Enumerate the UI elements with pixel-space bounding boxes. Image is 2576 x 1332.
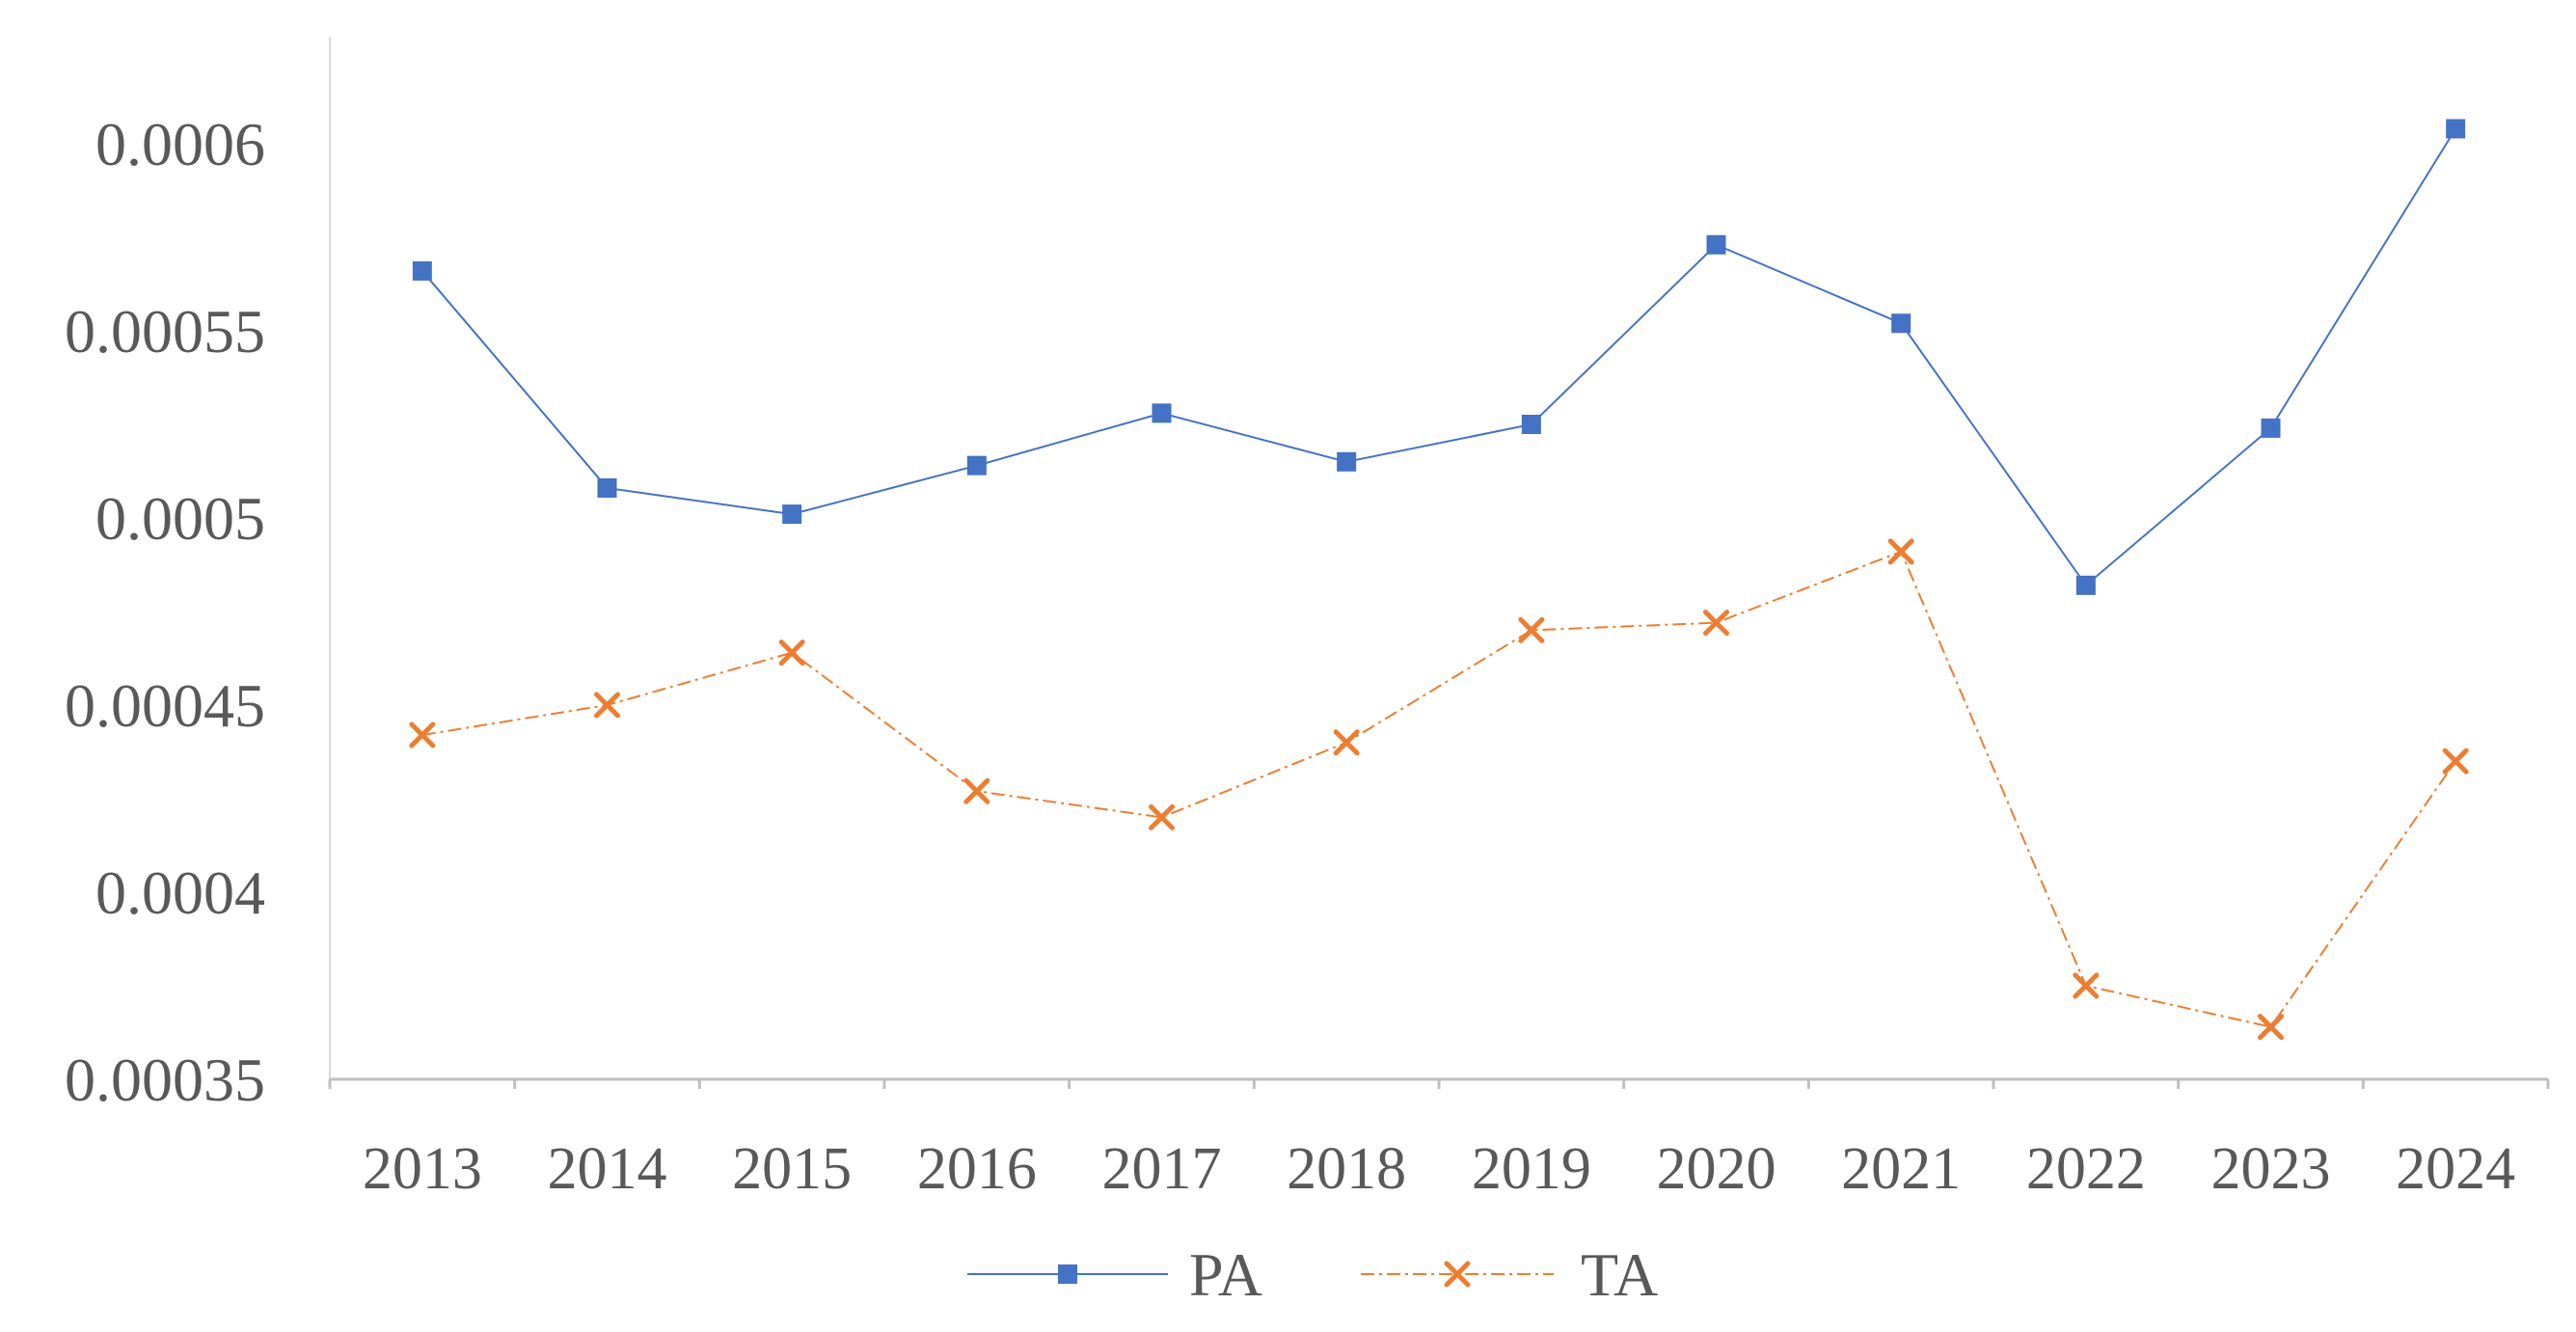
data-point-ta — [1703, 610, 1729, 637]
y-tick-label: 0.0004 — [95, 858, 265, 927]
legend-marker — [1444, 1261, 1471, 1288]
series-line-pa — [421, 127, 2457, 587]
axes — [329, 37, 2548, 1081]
legend: PA TA — [967, 1240, 1658, 1309]
x-tick-label: 2015 — [732, 1136, 852, 1202]
data-point-ta — [1333, 729, 1360, 756]
x-tick-label: 2023 — [2211, 1136, 2331, 1202]
data-point-pa — [1337, 451, 1357, 472]
data-point-pa — [2446, 119, 2466, 139]
y-tick-label: 0.00055 — [65, 297, 265, 366]
data-point-ta — [1887, 538, 1914, 565]
data-point-pa — [1152, 403, 1172, 423]
legend-item-pa: PA — [967, 1240, 1262, 1309]
data-point-ta — [2442, 748, 2469, 775]
legend-label: PA — [1189, 1240, 1262, 1309]
x-axis-ticks: 2013 2014 2015 2016 2017 2018 2019 2020 2021 2022… — [328, 1079, 2550, 1202]
legend-item-ta: TA — [1361, 1240, 1658, 1309]
x-tick-label: 2018 — [1287, 1136, 1406, 1202]
y-tick-label: 0.0006 — [95, 110, 265, 178]
y-tick-label: 0.00035 — [65, 1046, 265, 1114]
legend-marker — [1058, 1264, 1077, 1284]
data-point-ta — [1518, 616, 1545, 643]
data-point-pa — [2075, 575, 2096, 595]
data-point-ta — [1149, 803, 1175, 830]
series-line-ta — [421, 550, 2456, 1028]
data-point-ta — [2073, 972, 2100, 999]
data-point-ta — [778, 639, 805, 666]
series-pa — [412, 119, 2466, 595]
data-point-pa — [412, 260, 432, 281]
x-tick-label: 2020 — [1657, 1136, 1776, 1202]
series-layer — [409, 119, 2469, 1041]
x-tick-label: 2014 — [548, 1136, 667, 1202]
data-point-pa — [1891, 313, 1912, 334]
data-point-pa — [2261, 418, 2281, 438]
x-tick-label: 2016 — [917, 1136, 1037, 1202]
data-point-ta — [409, 721, 436, 748]
data-point-pa — [782, 504, 802, 525]
data-point-ta — [963, 777, 990, 804]
data-point-pa — [1706, 234, 1726, 255]
y-tick-label: 0.00045 — [65, 671, 265, 740]
legend-label: TA — [1581, 1240, 1658, 1309]
x-tick-label: 2019 — [1472, 1136, 1591, 1202]
x-tick-label: 2017 — [1102, 1136, 1222, 1202]
x-tick-label: 2021 — [1841, 1136, 1961, 1202]
y-tick-label: 0.0005 — [95, 484, 265, 553]
data-point-pa — [597, 477, 617, 498]
x-tick-label: 2022 — [2026, 1136, 2146, 1202]
x-tick-label: 2024 — [2396, 1136, 2515, 1202]
series-ta — [409, 538, 2469, 1041]
data-point-pa — [1521, 415, 1541, 434]
x-tick-label: 2013 — [363, 1136, 482, 1202]
data-point-ta — [594, 692, 620, 719]
data-point-ta — [2258, 1014, 2284, 1041]
y-axis-ticks: 0.00035 0.0004 0.00045 0.0005 0.00055 0.0006 — [65, 110, 265, 1114]
data-point-pa — [966, 455, 987, 476]
